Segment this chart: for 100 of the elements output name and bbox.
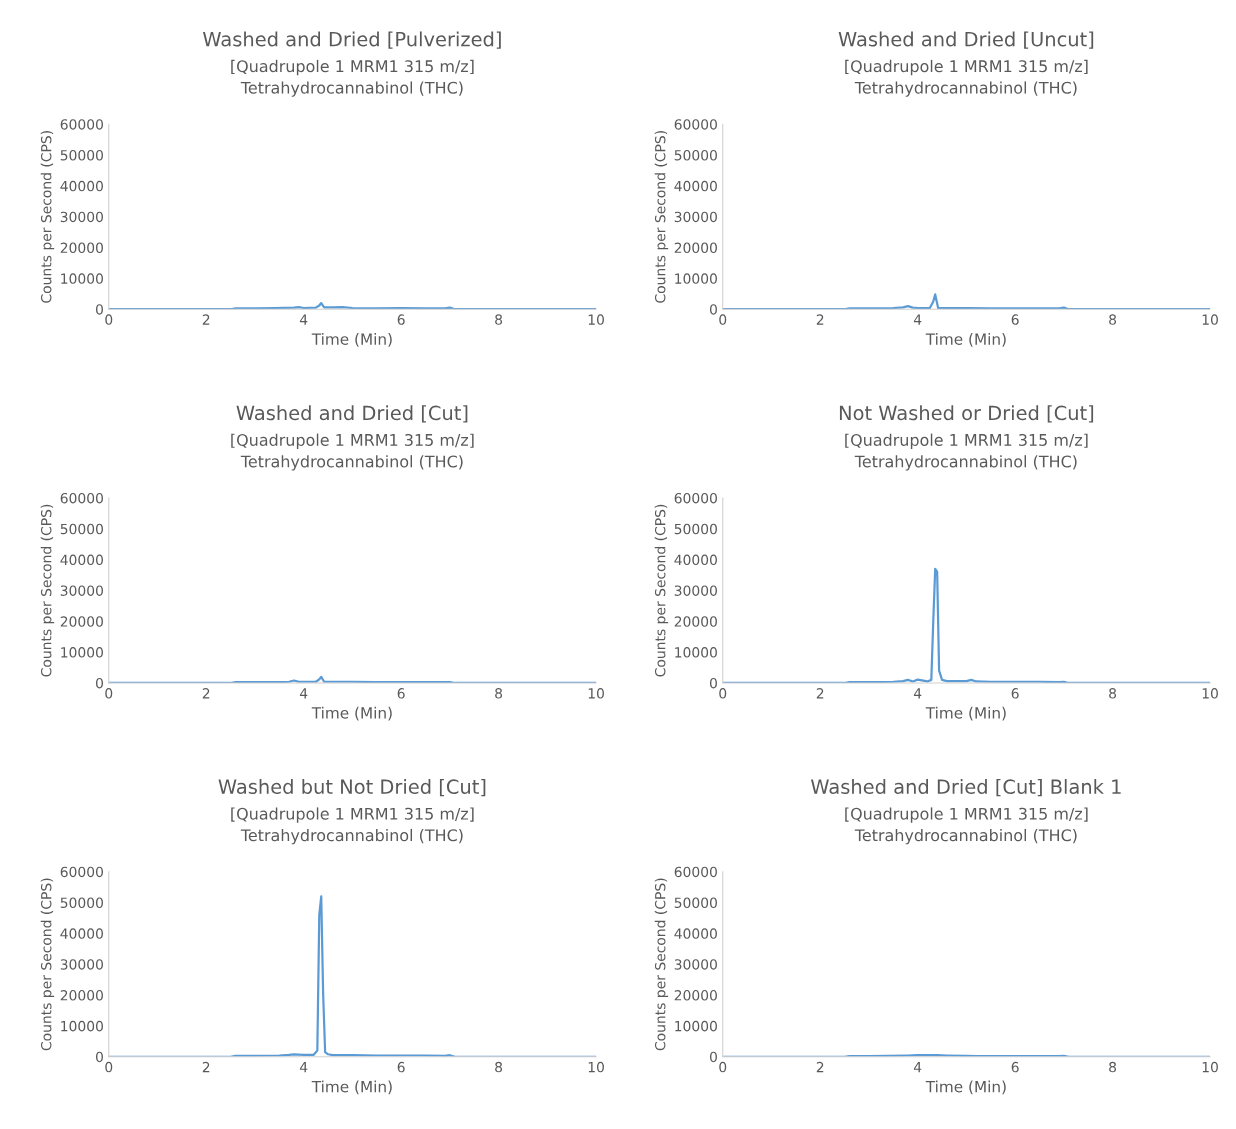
y-tick-label: 40000 <box>60 928 103 939</box>
y-tick-label: 10000 <box>61 647 103 658</box>
x-tick-label: 4 <box>299 688 308 699</box>
y-tick-label: 20000 <box>674 616 717 627</box>
x-tick-label: 10 <box>1202 314 1218 325</box>
y-tick-label: 20000 <box>674 242 717 254</box>
x-tick-label: 2 <box>202 1061 210 1073</box>
x-tick-label: 0 <box>105 688 113 699</box>
x-tick-label: 10 <box>588 314 604 325</box>
x-tick-label: 6 <box>1011 1061 1019 1073</box>
y-tick-label: 20000 <box>60 990 103 1001</box>
y-tick-label: 40000 <box>674 554 717 566</box>
x-tick-label: 8 <box>495 688 503 699</box>
y-axis-title: Counts per Second (CPS) <box>654 504 669 677</box>
y-tick-label: 0 <box>709 677 717 689</box>
y-tick-label: 40000 <box>674 180 717 192</box>
chart-subtitle: [Quadrupole 1 MRM1 315 m/z] Tetrahydrocannabinol (THC) <box>845 433 1088 471</box>
y-tick-label: 20000 <box>674 990 717 1001</box>
y-tick-label: 10000 <box>675 647 717 658</box>
y-tick-label: 30000 <box>674 585 717 596</box>
y-tick-label: 30000 <box>60 585 103 596</box>
y-tick-label: 50000 <box>674 523 717 535</box>
x-tick-label: 4 <box>913 314 922 325</box>
chart-title: Not Washed or Dried [Cut] <box>839 405 1094 423</box>
y-tick-label: 40000 <box>674 928 717 939</box>
y-axis-title: Counts per Second (CPS) <box>40 504 55 677</box>
x-tick-label: 2 <box>816 314 824 325</box>
x-tick-label: 10 <box>1202 688 1218 699</box>
y-axis-title: Counts per Second (CPS) <box>654 131 669 303</box>
y-tick-label: 30000 <box>674 959 717 970</box>
x-tick-label: 2 <box>202 314 210 325</box>
x-tick-label: 10 <box>588 688 604 699</box>
y-tick-label: 10000 <box>61 273 103 284</box>
y-tick-label: 10000 <box>675 1020 717 1032</box>
chart-title: Washed and Dried [Uncut] <box>838 31 1094 49</box>
y-tick-label: 60000 <box>674 492 717 504</box>
y-axis-title: Counts per Second (CPS) <box>40 878 55 1051</box>
x-tick-label: 0 <box>719 688 727 699</box>
y-tick-label: 20000 <box>60 242 103 254</box>
y-tick-label: 0 <box>95 304 103 315</box>
x-axis-title: Time (Min) <box>925 333 1006 347</box>
y-tick-label: 60000 <box>674 119 717 130</box>
x-axis-title: Time (Min) <box>311 1080 392 1095</box>
y-tick-label: 60000 <box>60 866 103 878</box>
chart-title: Washed and Dried [Pulverized] <box>203 31 501 49</box>
x-tick-label: 8 <box>1109 1061 1117 1073</box>
x-tick-label: 0 <box>105 314 113 325</box>
y-tick-label: 50000 <box>60 523 103 535</box>
chart-subtitle: [Quadrupole 1 MRM1 315 m/z] Tetrahydrocannabinol (THC) <box>231 433 474 471</box>
chart-subtitle: [Quadrupole 1 MRM1 315 m/z] Tetrahydrocannabinol (THC) <box>845 807 1088 845</box>
x-tick-label: 2 <box>816 688 824 699</box>
x-axis-title: Time (Min) <box>311 706 392 721</box>
y-axis-title: Counts per Second (CPS) <box>40 131 55 303</box>
y-tick-label: 10000 <box>675 273 717 284</box>
x-axis-title: Time (Min) <box>311 333 392 347</box>
chart-title: Washed and Dried [Cut] <box>236 405 468 423</box>
x-tick-label: 6 <box>397 1061 405 1073</box>
y-tick-label: 60000 <box>60 492 103 504</box>
y-tick-label: 40000 <box>60 180 103 192</box>
y-tick-label: 50000 <box>674 150 717 161</box>
x-tick-label: 2 <box>816 1061 824 1073</box>
chart-subtitle: [Quadrupole 1 MRM1 315 m/z] Tetrahydrocannabinol (THC) <box>845 59 1088 97</box>
y-tick-label: 50000 <box>674 897 717 909</box>
y-tick-label: 50000 <box>60 897 103 909</box>
x-tick-label: 4 <box>913 1062 922 1073</box>
x-tick-label: 0 <box>105 1061 113 1073</box>
y-tick-label: 20000 <box>60 616 103 627</box>
x-tick-label: 8 <box>1109 314 1117 325</box>
x-tick-label: 6 <box>397 314 405 325</box>
y-tick-label: 10000 <box>61 1020 103 1032</box>
x-tick-label: 8 <box>495 314 503 325</box>
y-tick-label: 60000 <box>60 119 103 130</box>
chart-subtitle: [Quadrupole 1 MRM1 315 m/z] Tetrahydrocannabinol (THC) <box>231 59 474 97</box>
x-tick-label: 4 <box>299 314 308 325</box>
y-tick-label: 30000 <box>60 211 103 223</box>
y-axis-title: Counts per Second (CPS) <box>654 878 669 1051</box>
x-axis-title: Time (Min) <box>925 706 1006 721</box>
x-tick-label: 2 <box>202 688 210 699</box>
x-tick-label: 8 <box>495 1061 503 1073</box>
x-tick-label: 6 <box>1011 688 1019 699</box>
y-tick-label: 50000 <box>60 150 103 161</box>
x-tick-label: 0 <box>719 314 727 325</box>
x-tick-label: 0 <box>719 1061 727 1073</box>
y-tick-label: 30000 <box>60 959 103 970</box>
chart-title: Washed and Dried [Cut] Blank 1 <box>810 778 1121 797</box>
y-tick-label: 0 <box>95 1051 103 1063</box>
x-tick-label: 4 <box>913 688 922 699</box>
y-tick-label: 60000 <box>674 866 717 878</box>
y-tick-label: 40000 <box>60 554 103 566</box>
y-tick-label: 0 <box>709 1051 717 1063</box>
x-tick-label: 6 <box>397 688 405 699</box>
x-tick-label: 8 <box>1109 688 1117 699</box>
y-tick-label: 30000 <box>674 211 717 223</box>
x-tick-label: 10 <box>588 1061 604 1073</box>
chart-subtitle: [Quadrupole 1 MRM1 315 m/z] Tetrahydrocannabinol (THC) <box>231 807 474 845</box>
x-axis-title: Time (Min) <box>925 1080 1006 1095</box>
x-tick-label: 10 <box>1202 1061 1218 1073</box>
y-tick-label: 0 <box>95 677 103 689</box>
x-tick-label: 4 <box>299 1062 308 1073</box>
y-tick-label: 0 <box>709 304 717 315</box>
